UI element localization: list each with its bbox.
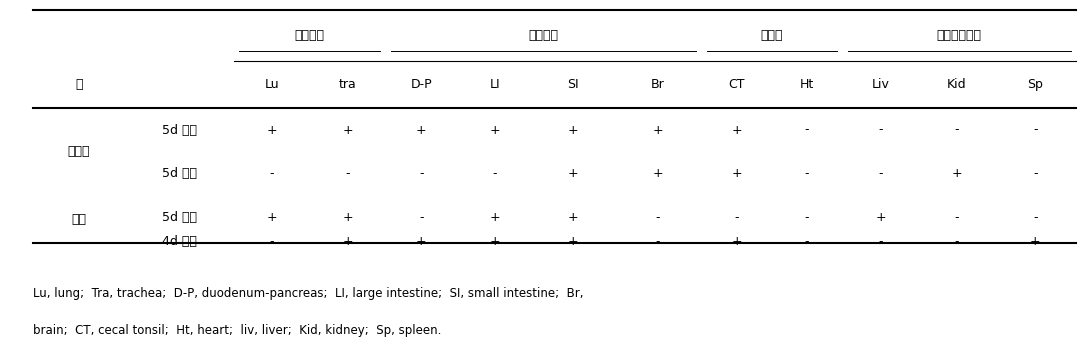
Text: -: - [878, 235, 883, 248]
Text: -: - [954, 211, 959, 224]
Text: -: - [878, 167, 883, 180]
Text: +: + [266, 211, 277, 224]
Text: brain;  CT, cecal tonsil;  Ht, heart;  liv, liver;  Kid, kidney;  Sp, spleen.: brain; CT, cecal tonsil; Ht, heart; liv,… [33, 324, 441, 337]
Text: 5d 부검: 5d 부검 [162, 211, 197, 224]
Text: -: - [418, 167, 424, 180]
Text: SI: SI [567, 78, 579, 91]
Text: D-P: D-P [411, 78, 432, 91]
Text: -: - [734, 211, 739, 224]
Text: tra: tra [339, 78, 357, 91]
Text: -: - [270, 235, 274, 248]
Text: 신경계: 신경계 [761, 29, 783, 42]
Text: +: + [569, 211, 578, 224]
Text: +: + [875, 211, 886, 224]
Text: Kid: Kid [947, 78, 966, 91]
Text: +: + [416, 235, 426, 248]
Text: +: + [342, 211, 353, 224]
Text: -: - [1033, 167, 1038, 180]
Text: -: - [804, 123, 810, 137]
Text: -: - [346, 167, 350, 180]
Text: 소화기계: 소화기계 [528, 29, 559, 42]
Text: +: + [732, 235, 741, 248]
Text: 종: 종 [75, 78, 83, 91]
Text: 4d 폐사: 4d 폐사 [162, 235, 197, 248]
Text: -: - [418, 211, 424, 224]
Text: -: - [1033, 123, 1038, 137]
Text: +: + [732, 167, 741, 180]
Text: LI: LI [489, 78, 500, 91]
Text: +: + [342, 123, 353, 137]
Text: 호흡기계: 호흡기계 [295, 29, 325, 42]
Text: +: + [342, 235, 353, 248]
Text: 원앙: 원앙 [72, 213, 86, 226]
Text: +: + [416, 123, 426, 137]
Text: -: - [804, 167, 810, 180]
Text: Lu, lung;  Tra, trachea;  D-P, duodenum-pancreas;  LI, large intestine;  SI, sma: Lu, lung; Tra, trachea; D-P, duodenum-pa… [33, 287, 583, 300]
Text: -: - [655, 235, 660, 248]
Text: +: + [569, 235, 578, 248]
Text: -: - [878, 123, 883, 137]
Text: 5d 부검: 5d 부검 [162, 167, 197, 180]
Text: 비들기: 비들기 [67, 145, 90, 158]
Text: Liv: Liv [872, 78, 889, 91]
Text: +: + [652, 167, 663, 180]
Text: CT: CT [728, 78, 745, 91]
Text: +: + [732, 123, 741, 137]
Text: -: - [492, 167, 497, 180]
Text: +: + [489, 235, 500, 248]
Text: -: - [804, 211, 810, 224]
Text: -: - [1033, 211, 1038, 224]
Text: -: - [954, 123, 959, 137]
Text: -: - [804, 235, 810, 248]
Text: +: + [652, 123, 663, 137]
Text: +: + [569, 167, 578, 180]
Text: -: - [270, 167, 274, 180]
Text: -: - [655, 211, 660, 224]
Text: +: + [569, 123, 578, 137]
Text: Br: Br [651, 78, 664, 91]
Text: +: + [951, 167, 962, 180]
Text: +: + [489, 211, 500, 224]
Text: Lu: Lu [264, 78, 279, 91]
Text: +: + [1030, 235, 1040, 248]
Text: 5d 부검: 5d 부검 [162, 123, 197, 137]
Text: Ht: Ht [800, 78, 814, 91]
Text: +: + [266, 123, 277, 137]
Text: -: - [954, 235, 959, 248]
Text: Sp: Sp [1027, 78, 1044, 91]
Text: 기타실질장기: 기타실질장기 [937, 29, 982, 42]
Text: +: + [489, 123, 500, 137]
